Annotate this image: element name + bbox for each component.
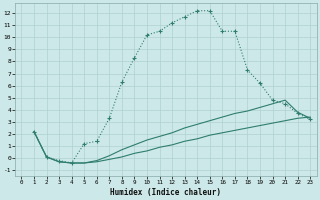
X-axis label: Humidex (Indice chaleur): Humidex (Indice chaleur) bbox=[110, 188, 221, 197]
